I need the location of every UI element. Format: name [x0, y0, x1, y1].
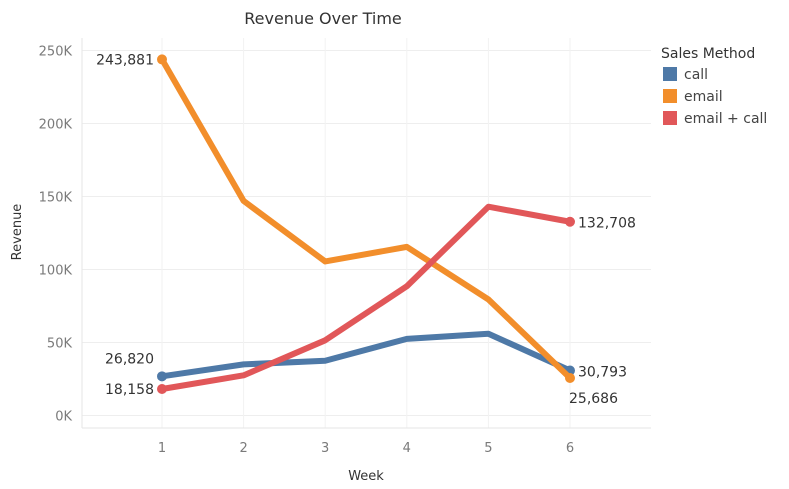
y-tick-label: 50K: [47, 337, 73, 352]
x-axis-title: Week: [348, 469, 384, 484]
y-tick-label: 150K: [39, 191, 73, 206]
series-lines: [157, 54, 575, 394]
data-label: 18,158: [105, 382, 154, 398]
legend-swatch: [663, 67, 677, 81]
series-line-email: [159, 56, 573, 381]
legend-swatch: [663, 89, 677, 103]
data-label: 26,820: [105, 351, 154, 367]
y-tick-label: 100K: [39, 264, 73, 279]
x-tick-label: 4: [403, 441, 411, 456]
series-line-email-call: [159, 203, 573, 392]
x-tick-label: 1: [158, 441, 166, 456]
legend-title: Sales Method: [661, 46, 755, 62]
legend-label: email + call: [684, 111, 767, 127]
data-label: 25,686: [569, 391, 618, 407]
data-label: 243,881: [96, 52, 154, 68]
data-label: 30,793: [578, 365, 627, 381]
x-tick-label: 5: [484, 441, 492, 456]
series-point: [157, 371, 167, 382]
series-point: [565, 216, 575, 227]
y-tick-label: 0K: [55, 410, 72, 425]
y-tick-label: 250K: [39, 45, 73, 60]
gridlines: [82, 38, 651, 428]
series-point: [157, 54, 167, 65]
legend-swatch: [663, 111, 677, 125]
legend-label: email: [684, 89, 723, 105]
y-tick-label: 200K: [39, 118, 73, 133]
chart-title: Revenue Over Time: [244, 9, 402, 28]
data-label: 132,708: [578, 216, 636, 232]
series-point: [565, 372, 575, 383]
data-labels: 26,820 30,793 243,881 25,686 18,158 132,708: [96, 52, 636, 407]
legend: Sales Method call email email + call: [661, 46, 767, 127]
axes: 0K 50K 100K 150K 200K 250K 1 2 3 4 5 6: [39, 38, 651, 456]
series-point: [157, 383, 167, 394]
series-line-call: [159, 330, 573, 380]
x-tick-label: 3: [321, 441, 329, 456]
legend-label: call: [684, 67, 708, 83]
y-axis-title: Revenue: [10, 204, 25, 261]
x-tick-label: 6: [566, 441, 574, 456]
x-tick-label: 2: [239, 441, 247, 456]
